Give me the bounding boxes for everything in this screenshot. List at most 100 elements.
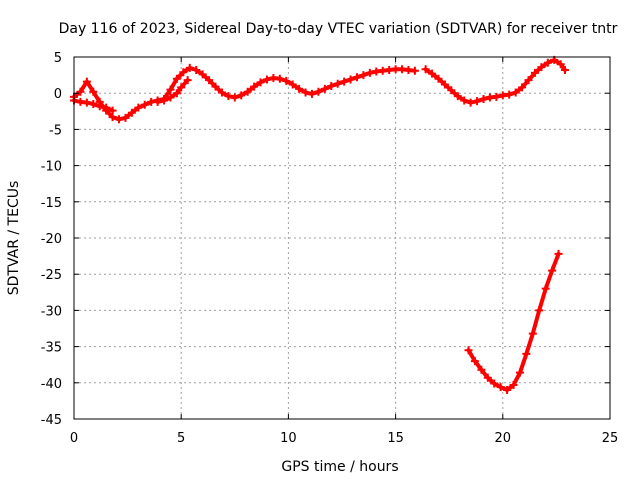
data-point [82, 77, 91, 86]
data-point [172, 74, 181, 83]
data-point [453, 92, 462, 101]
data-point [282, 76, 291, 85]
data-point [410, 66, 419, 75]
x-tick-label: 25 [602, 431, 619, 446]
data-point [166, 93, 175, 102]
data-point [102, 103, 111, 112]
data-point [554, 249, 563, 258]
data-marks [70, 55, 569, 395]
data-point [198, 70, 207, 79]
data-point [160, 96, 169, 105]
data-point [177, 83, 186, 92]
x-tick-label: 5 [177, 431, 185, 446]
data-point [505, 90, 514, 99]
y-tick-label: 5 [54, 51, 62, 66]
data-point [440, 80, 449, 89]
y-tick-label: 0 [54, 87, 62, 102]
data-point [346, 75, 355, 84]
data-point [224, 92, 233, 101]
data-point [353, 73, 362, 82]
data-point [522, 349, 531, 358]
data-point [250, 82, 259, 91]
x-tick-label: 0 [70, 431, 78, 446]
data-point [543, 58, 552, 67]
data-point [185, 63, 194, 72]
x-tick-label: 15 [387, 431, 404, 446]
data-point [483, 373, 492, 382]
data-point [473, 97, 482, 106]
y-tick-label: -25 [41, 268, 62, 283]
data-point [548, 266, 557, 275]
data-point [503, 386, 512, 395]
data-point [541, 284, 550, 293]
y-tick-label: -40 [41, 377, 62, 392]
data-point [134, 103, 143, 112]
data-point [183, 76, 192, 85]
data-point [490, 379, 499, 388]
data-point [556, 60, 565, 69]
data-point [509, 380, 518, 389]
y-axis: 5 0 -5 -10 -15 -20 -25 -30 -35 -40 -45 [41, 51, 610, 428]
data-point [537, 63, 546, 72]
data-point [320, 84, 329, 93]
data-point [434, 74, 443, 83]
data-point [82, 98, 91, 107]
data-point [327, 81, 336, 90]
data-point [301, 88, 310, 97]
data-point [530, 68, 539, 77]
data-point [256, 78, 265, 87]
data-point [518, 83, 527, 92]
data-point [479, 94, 488, 103]
data-point [243, 87, 252, 96]
x-axis-title: GPS time / hours [281, 459, 398, 475]
x-axis: 0 5 10 15 20 25 [70, 57, 618, 446]
data-point [477, 365, 486, 374]
data-point [447, 86, 456, 95]
data-point [121, 113, 130, 122]
data-point [211, 82, 220, 91]
data-point [192, 66, 201, 75]
y-tick-label: -30 [41, 304, 62, 319]
data-point [76, 87, 85, 96]
data-point [205, 76, 214, 85]
data-point [275, 74, 284, 83]
data-point [492, 92, 501, 101]
data-point [140, 100, 149, 109]
y-tick-label: -10 [41, 160, 62, 175]
data-point [528, 329, 537, 338]
data-point [359, 71, 368, 80]
data-point [166, 85, 175, 94]
data-point [340, 77, 349, 86]
data-point [307, 89, 316, 98]
data-point [460, 96, 469, 105]
y-axis-title: SDTVAR / TECUs [6, 181, 22, 296]
data-point [95, 102, 104, 111]
data-point [464, 346, 473, 355]
data-point [262, 75, 271, 84]
data-point [230, 93, 239, 102]
data-point [295, 84, 304, 93]
data-point [421, 65, 430, 74]
y-tick-label: -15 [41, 196, 62, 211]
data-point [237, 91, 246, 100]
data-point [524, 76, 533, 85]
data-point [153, 97, 162, 106]
x-tick-label: 20 [495, 431, 512, 446]
x-tick-label: 10 [280, 431, 297, 446]
data-point [115, 115, 124, 124]
data-point [365, 68, 374, 77]
data-point [470, 357, 479, 366]
data-point [535, 306, 544, 315]
data-point [428, 69, 437, 78]
grid-lines [74, 57, 610, 419]
data-point [560, 66, 569, 75]
data-point [108, 106, 117, 115]
y-tick-label: -5 [49, 123, 62, 138]
data-point [466, 98, 475, 107]
data-point [217, 88, 226, 97]
chart-title: Day 116 of 2023, Sidereal Day-to-day VTE… [59, 21, 618, 37]
data-point [496, 383, 505, 392]
data-point [333, 79, 342, 88]
data-point [511, 88, 520, 97]
data-point [127, 108, 136, 117]
